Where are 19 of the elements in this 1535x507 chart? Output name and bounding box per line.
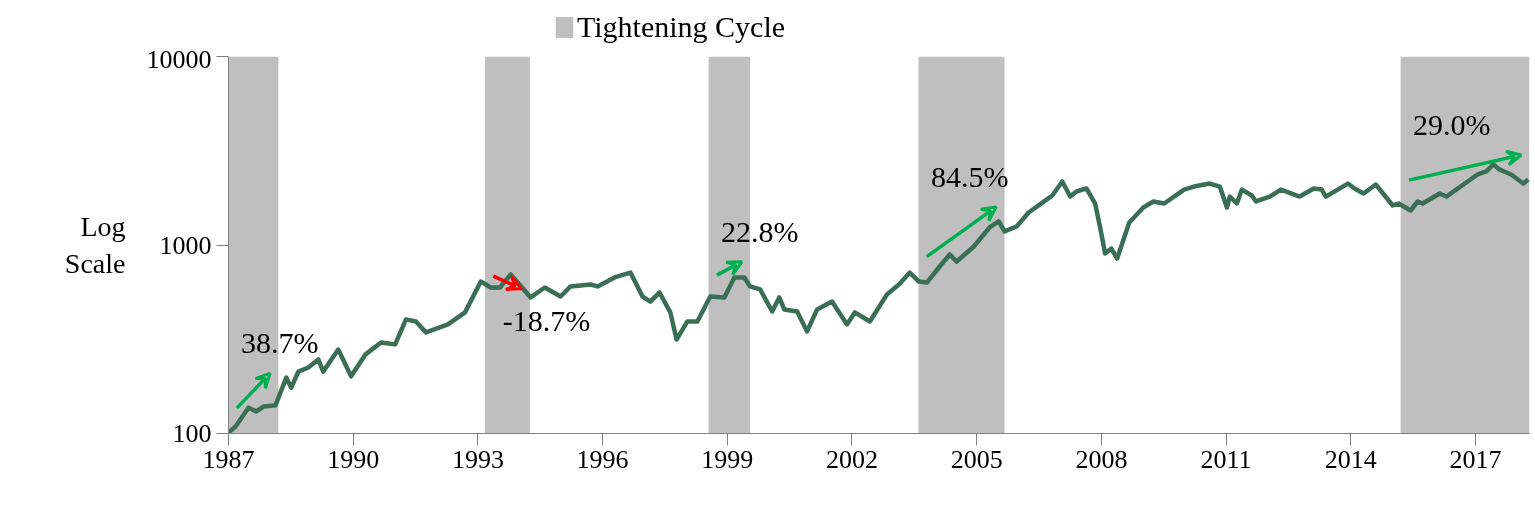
x-tick-label: 2008 [1075, 444, 1128, 474]
x-tick-label: 2017 [1449, 444, 1502, 474]
y-tick-label: 1000 [159, 230, 212, 260]
x-tick-label: 2005 [950, 444, 1003, 474]
annotation: 22.8% [721, 214, 799, 248]
annotation: 84.5% [930, 159, 1009, 193]
annotation: 29.0% [1413, 108, 1491, 142]
x-tick-label: 1996 [576, 444, 629, 474]
annotation: -18.7% [502, 303, 591, 337]
legend-label: Tightening Cycle [577, 10, 786, 44]
x-tick-label: 2002 [825, 444, 878, 474]
x-tick-label: 1999 [701, 444, 754, 474]
y-tick-label: 10000 [146, 44, 212, 74]
annotation: 38.7% [240, 326, 319, 360]
x-tick-label: 1990 [327, 444, 380, 474]
x-tick-label: 1993 [451, 444, 504, 474]
x-tick-label: 2014 [1324, 444, 1377, 474]
x-tick-label: 2011 [1200, 444, 1252, 474]
y-axis-title: Log Scale [64, 210, 126, 280]
